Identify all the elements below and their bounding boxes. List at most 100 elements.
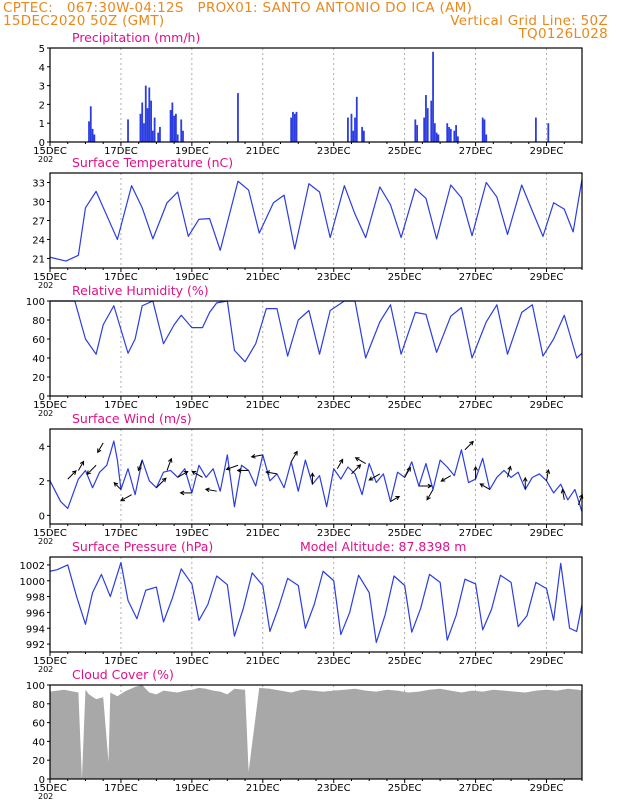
precip-bar bbox=[143, 123, 145, 142]
y-tick-label: 33 bbox=[32, 179, 45, 190]
panel-title: Surface Temperature (nC) bbox=[72, 155, 233, 170]
precip-bar bbox=[290, 117, 293, 142]
wind-arrowhead bbox=[440, 477, 446, 482]
wind-arrowhead bbox=[183, 471, 189, 476]
x-tick-label: 15DEC bbox=[33, 783, 67, 794]
precip-bar bbox=[433, 123, 436, 142]
precip-bar bbox=[180, 119, 183, 142]
wind-vector bbox=[97, 442, 104, 453]
panel-annotation: Model Altitude: 87.8398 m bbox=[300, 539, 466, 554]
precip-bar bbox=[361, 126, 364, 142]
wind-vector bbox=[369, 473, 381, 481]
x-tick-label: 27DEC bbox=[459, 400, 493, 411]
x-tick-label: 15DEC bbox=[33, 272, 67, 283]
x-tick-label: 19DEC bbox=[175, 400, 209, 411]
x-tick-label: 23DEC bbox=[317, 272, 351, 283]
x-tick-label: 17DEC bbox=[104, 783, 138, 794]
wind-vector bbox=[426, 489, 434, 501]
x-tick-label: 29DEC bbox=[530, 146, 564, 157]
wind-arrowhead bbox=[560, 488, 566, 494]
wind-arrowhead bbox=[71, 470, 77, 475]
y-tick-label: 5 bbox=[39, 44, 45, 55]
wind-vector bbox=[351, 464, 361, 475]
y-tick-label: 1002 bbox=[20, 561, 45, 572]
precip-bar bbox=[425, 95, 427, 142]
panel-title: Surface Wind (m/s) bbox=[72, 411, 192, 426]
wind-arrowhead bbox=[469, 440, 474, 446]
precip-bar bbox=[449, 128, 452, 142]
precip-bar bbox=[292, 111, 294, 142]
wind-vector bbox=[404, 467, 411, 478]
y-tick-label: 1000 bbox=[20, 577, 45, 588]
x-tick-label: 19DEC bbox=[175, 146, 209, 157]
panel-2: 21 24 27 30 33 15DEC 17DEC 19DEC 21DEC 23DEC 25DEC… bbox=[32, 155, 583, 290]
year-label: 202 bbox=[38, 409, 53, 418]
header-line2-left: 15DEC2020 50Z (GMT) bbox=[3, 13, 165, 29]
precip-bar bbox=[148, 87, 151, 142]
wind-vector bbox=[464, 441, 474, 451]
y-tick-label: 2 bbox=[39, 100, 45, 111]
x-tick-label: 23DEC bbox=[317, 400, 351, 411]
wind-arrowhead bbox=[479, 483, 485, 488]
x-tick-label: 17DEC bbox=[104, 272, 138, 283]
precip-bar bbox=[355, 96, 358, 142]
series-line bbox=[49, 179, 583, 262]
precip-bar bbox=[139, 113, 142, 142]
precip-bar bbox=[432, 51, 434, 143]
x-tick-label: 17DEC bbox=[104, 400, 138, 411]
x-tick-label: 27DEC bbox=[459, 146, 493, 157]
header-line2-right: Vertical Grid Line: 50Z bbox=[450, 13, 608, 29]
x-tick-label: 25DEC bbox=[388, 272, 422, 283]
panel-title: Cloud Cover (%) bbox=[72, 667, 174, 682]
wind-vector bbox=[191, 470, 203, 478]
x-tick-label: 15DEC bbox=[33, 528, 67, 539]
y-tick-label: 4 bbox=[39, 442, 45, 453]
precip-bar bbox=[157, 132, 160, 142]
x-tick-label: 19DEC bbox=[175, 656, 209, 667]
precip-bar bbox=[293, 113, 296, 142]
wind-vector bbox=[355, 457, 366, 464]
x-tick-label: 25DEC bbox=[388, 656, 422, 667]
wind-vector bbox=[561, 489, 565, 500]
wind-arrowhead bbox=[250, 453, 256, 459]
wind-vector bbox=[266, 471, 278, 475]
y-tick-label: 100 bbox=[26, 297, 45, 308]
precip-bar bbox=[547, 123, 550, 142]
x-tick-label: 25DEC bbox=[388, 400, 422, 411]
precip-bar bbox=[175, 113, 177, 142]
wind-vector bbox=[290, 451, 298, 463]
precip-bar bbox=[173, 115, 176, 142]
wind-arrowhead bbox=[179, 490, 185, 496]
panel-frame bbox=[49, 172, 583, 269]
precip-bar bbox=[153, 117, 156, 142]
x-tick-label: 19DEC bbox=[175, 272, 209, 283]
x-tick-label: 17DEC bbox=[104, 656, 138, 667]
y-tick-label: 40 bbox=[32, 354, 45, 365]
y-tick-label: 998 bbox=[26, 593, 45, 604]
wind-arrowhead bbox=[161, 477, 167, 483]
y-tick-label: 21 bbox=[32, 255, 45, 266]
precip-bar bbox=[127, 119, 129, 142]
header-line3-right: TQ0126L028 bbox=[518, 26, 608, 42]
y-tick-label: 992 bbox=[26, 640, 45, 651]
precip-bar bbox=[237, 93, 239, 142]
wind-arrowhead bbox=[426, 495, 431, 501]
precip-bar bbox=[350, 113, 353, 142]
wind-vector bbox=[177, 471, 188, 478]
precip-bar bbox=[171, 102, 174, 142]
wind-arrowhead bbox=[473, 465, 478, 471]
wind-vector bbox=[205, 488, 217, 492]
x-tick-label: 21DEC bbox=[246, 272, 280, 283]
x-tick-label: 23DEC bbox=[317, 783, 351, 794]
wind-vector bbox=[67, 470, 77, 480]
y-tick-label: 40 bbox=[32, 737, 45, 748]
wind-arrowhead bbox=[545, 468, 551, 474]
x-tick-label: 29DEC bbox=[530, 528, 564, 539]
precip-bar bbox=[151, 130, 154, 142]
wind-arrowhead bbox=[204, 487, 210, 493]
precip-bar bbox=[91, 128, 94, 142]
wind-arrowhead bbox=[395, 495, 401, 501]
precip-bar bbox=[89, 106, 92, 142]
wind-vector bbox=[166, 458, 172, 471]
panel-1: 0 1 2 3 4 5 15DEC 17DEC 19DEC 21DEC 23DEC 25DEC 27DE… bbox=[33, 30, 583, 164]
